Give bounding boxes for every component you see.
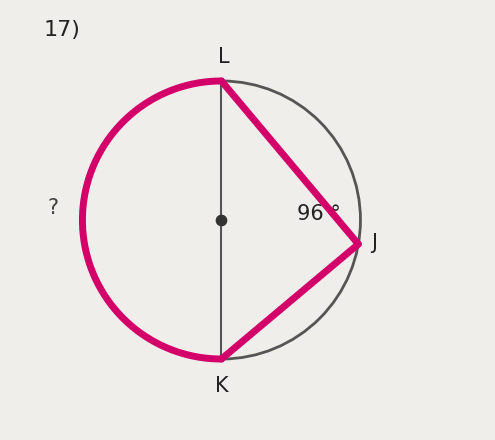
Text: 96 °: 96 ° [297, 204, 341, 224]
Text: L: L [218, 47, 229, 67]
Point [217, 216, 225, 224]
Text: ?: ? [47, 198, 58, 218]
Text: J: J [371, 233, 377, 253]
Text: 17): 17) [43, 20, 80, 40]
Text: K: K [215, 375, 228, 396]
